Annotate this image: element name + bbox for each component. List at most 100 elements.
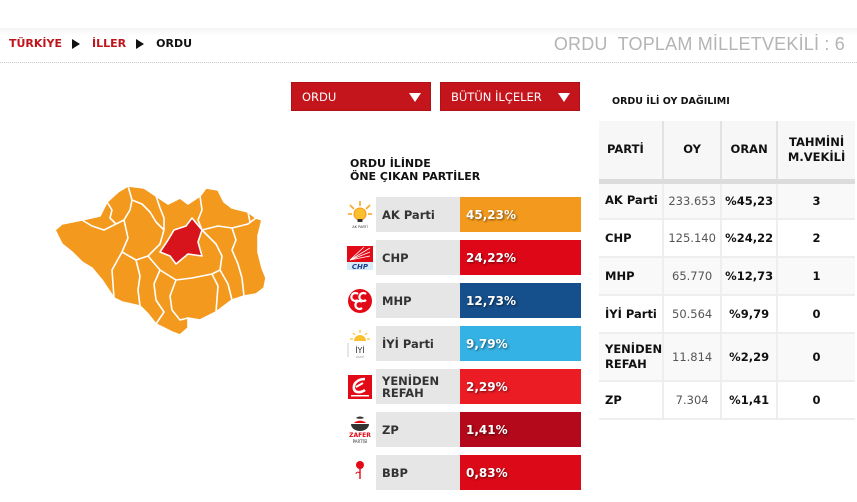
party-percentage-bar: 9,79% [460,326,581,361]
breadcrumb-turkiye-link[interactable]: TÜRKİYE [9,37,63,50]
table-row: AK Parti 233.653 %45,23 3 [599,181,855,220]
party-name: YENİDEN REFAH [376,369,460,404]
leading-parties-list: AK PARTİ AK Parti 45,23% CHP CHP 24,22% [344,197,581,498]
bbp-logo-icon [344,455,376,490]
party-name: İYİ Parti [376,326,460,361]
map-district[interactable] [54,185,267,336]
party-percentage-bar: 45,23% [460,197,581,232]
svg-text:PARTİSİ: PARTİSİ [353,439,368,444]
party-percentage-bar: 2,29% [460,369,581,404]
svg-text:ZAFER: ZAFER [349,432,371,439]
table-row: İYİ Parti 50.564 %9,79 0 [599,295,855,334]
table-row: YENİDEN REFAH 11.814 %2,29 0 [599,333,855,382]
party-name: BBP [376,455,460,490]
party-percentage-bar: 12,73% [460,283,581,318]
vote-distribution-table: PARTİ OY ORAN TAHMİNİ M.VEKİLİ AK Parti … [599,121,855,420]
column-header-mv-line1: TAHMİNİ [789,134,845,149]
chp-logo-icon: CHP [344,240,376,275]
breadcrumb-current: ORDU [156,37,193,50]
cell-oy: 11.814 [663,333,723,382]
party-percentage-bar: 24,22% [460,240,581,275]
cell-oran: %45,23 [721,181,779,220]
party-row-mhp[interactable]: MHP 12,73% [344,283,581,318]
party-row-bbp[interactable]: BBP 0,83% [344,455,581,490]
cell-oy: 125.140 [663,219,723,258]
cell-mv: 0 [777,295,855,334]
ak-parti-logo-icon: AK PARTİ [344,197,376,232]
cell-oy: 233.653 [663,181,723,220]
party-name-line2: REFAH [382,385,424,400]
breadcrumb: TÜRKİYE İLLER ORDU [9,37,192,50]
breadcrumb-separator-icon [136,38,145,49]
total-title-label: TOPLAM MİLLETVEKİLİ : 6 [617,34,845,54]
party-row-zp[interactable]: ZAFER PARTİSİ ZP 1,41% [344,412,581,447]
top-bar [0,0,857,28]
party-percentage-bar: 1,41% [460,412,581,447]
cell-parti-line2: REFAH [605,357,647,371]
party-row-iyi-parti[interactable]: İYİ PARTİ İYİ Parti 9,79% [344,326,581,361]
cell-oy: 65.770 [663,257,723,296]
province-select-value: ORDU [302,89,337,104]
table-row: ZP 7.304 %1,41 0 [599,381,855,420]
cell-oy: 50.564 [663,295,723,334]
province-select[interactable]: ORDU [291,82,431,111]
party-name-line1: YENİDEN [382,373,440,388]
party-name: MHP [376,283,460,318]
column-header-estimated-deputies: TAHMİNİ M.VEKİLİ [777,121,855,184]
column-header-oy: OY [663,121,723,184]
cell-parti: MHP [599,257,665,296]
breadcrumb-separator-icon [72,38,81,49]
svg-text:CHP: CHP [352,263,369,271]
svg-text:İYİ: İYİ [355,345,365,355]
cell-parti: ZP [599,381,665,420]
yeniden-refah-logo-icon [344,369,376,404]
cell-parti: AK Parti [599,181,665,220]
cell-oy: 7.304 [663,381,723,420]
party-percentage-bar: 0,83% [460,455,581,490]
chevron-down-icon [409,93,421,102]
column-header-oran: ORAN [721,121,779,184]
district-select-value: BÜTÜN İLÇELER [451,89,542,104]
province-district-map[interactable] [52,160,272,340]
table-row: MHP 65.770 %12,73 1 [599,257,855,296]
cell-parti-line1: YENİDEN [605,342,663,356]
total-title-province: ORDU [553,34,608,54]
column-header-parti: PARTİ [599,121,665,184]
page-header: TÜRKİYE İLLER ORDU ORDU TOPLAM MİLLETVEKİ… [0,28,857,63]
vote-distribution-title: ORDU İLİ OY DAĞILIMI [612,96,730,107]
cell-oran: %24,22 [721,219,779,258]
cell-parti: CHP [599,219,665,258]
cell-mv: 2 [777,219,855,258]
column-header-mv-line2: M.VEKİLİ [787,149,846,164]
map-district-highlighted[interactable] [159,217,203,265]
party-name: ZP [376,412,460,447]
chevron-down-icon [558,93,570,102]
breadcrumb-iller-link[interactable]: İLLER [92,37,127,50]
leading-parties-title: ORDU İLİNDE ÖNE ÇIKAN PARTİLER [350,157,480,183]
cell-oran: %2,29 [721,333,779,382]
zafer-partisi-logo-icon: ZAFER PARTİSİ [344,412,376,447]
leading-parties-title-line2: ÖNE ÇIKAN PARTİLER [350,170,481,183]
cell-oran: %9,79 [721,295,779,334]
table-header-row: PARTİ OY ORAN TAHMİNİ M.VEKİLİ [599,121,855,184]
cell-mv: 1 [777,257,855,296]
cell-mv: 0 [777,381,855,420]
total-deputies-title: ORDU TOPLAM MİLLETVEKİLİ : 6 [554,34,845,55]
cell-parti: YENİDEN REFAH [599,333,665,382]
mhp-logo-icon [344,283,376,318]
svg-text:AK PARTİ: AK PARTİ [352,224,367,229]
party-row-ak-parti[interactable]: AK PARTİ AK Parti 45,23% [344,197,581,232]
cell-mv: 0 [777,333,855,382]
party-name: AK Parti [376,197,460,232]
cell-oran: %1,41 [721,381,779,420]
table-row: CHP 125.140 %24,22 2 [599,219,855,258]
district-select[interactable]: BÜTÜN İLÇELER [440,82,580,111]
leading-parties-title-line1: ORDU İLİNDE [350,157,431,170]
svg-text:PARTİ: PARTİ [356,354,364,359]
iyi-parti-logo-icon: İYİ PARTİ [344,326,376,361]
cell-oran: %12,73 [721,257,779,296]
party-name: CHP [376,240,460,275]
party-row-chp[interactable]: CHP CHP 24,22% [344,240,581,275]
party-row-yeniden-refah[interactable]: YENİDEN REFAH 2,29% [344,369,581,404]
cell-parti: İYİ Parti [599,295,665,334]
